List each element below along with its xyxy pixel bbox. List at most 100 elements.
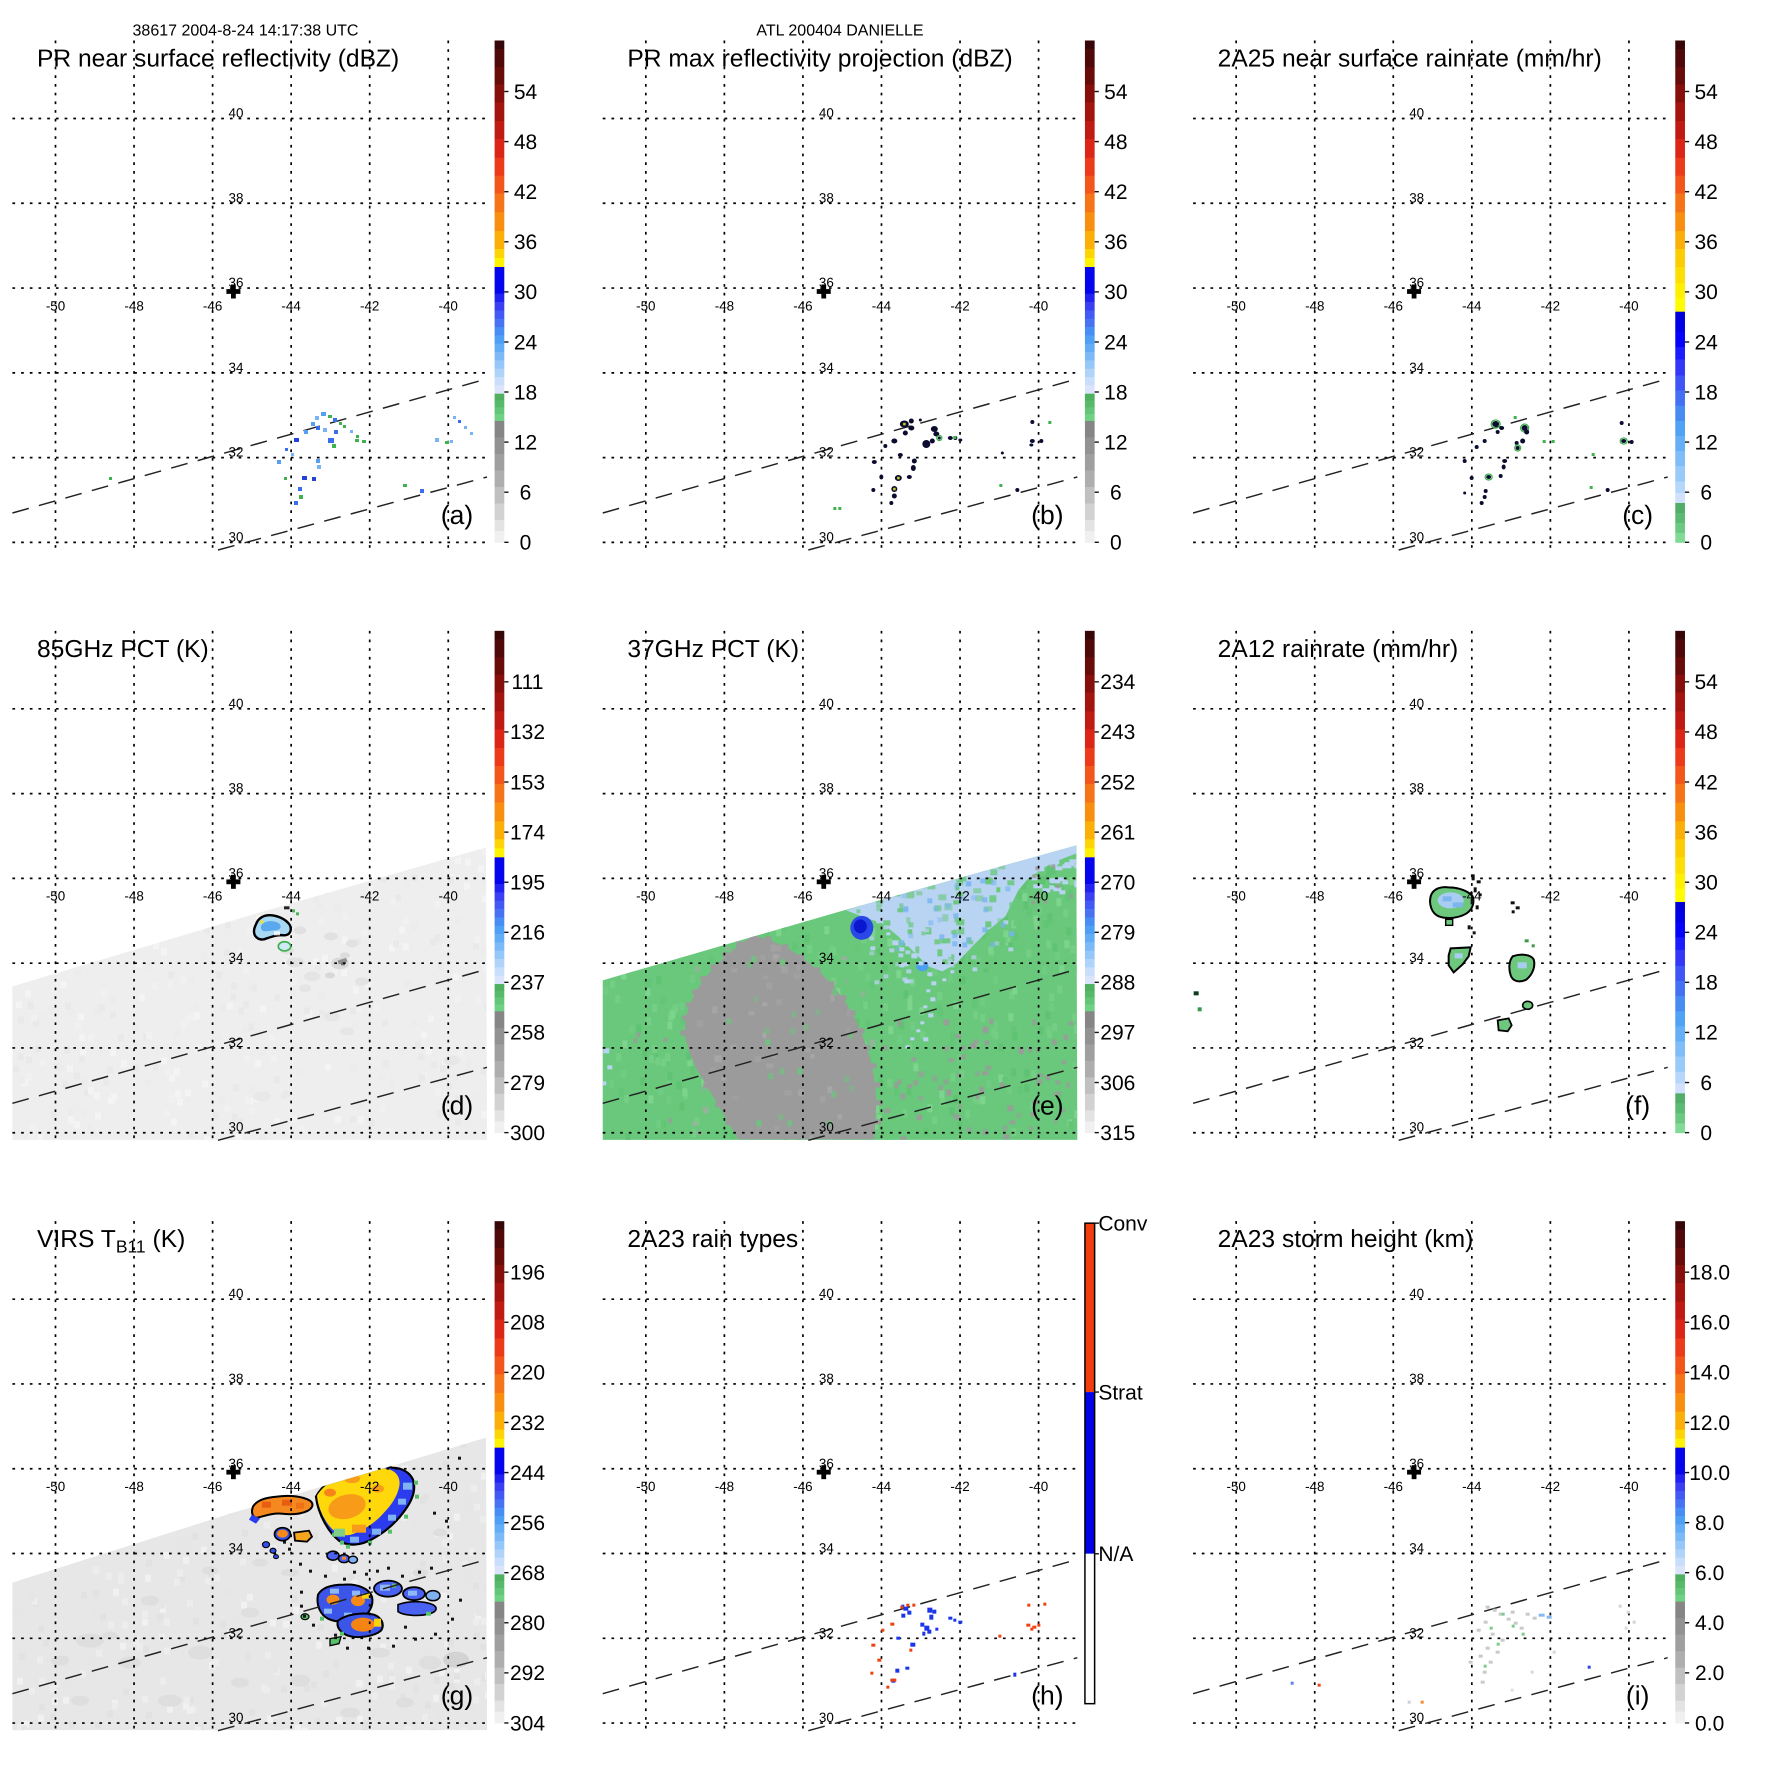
svg-text:195: 195 [510, 872, 545, 895]
svg-text:30: 30 [514, 281, 537, 304]
svg-text:300: 300 [510, 1122, 545, 1145]
svg-text:PR near surface reflectivity (: PR near surface reflectivity (dBZ) [37, 46, 399, 73]
svg-text:(a): (a) [441, 500, 473, 530]
svg-text:18: 18 [514, 381, 537, 404]
svg-text:54: 54 [1694, 81, 1718, 104]
svg-text:54: 54 [514, 81, 538, 104]
svg-text:(d): (d) [441, 1090, 473, 1120]
svg-text:6: 6 [520, 482, 532, 505]
svg-text:24: 24 [1104, 331, 1128, 354]
svg-text:304: 304 [510, 1712, 545, 1735]
svg-text:14.0: 14.0 [1689, 1362, 1730, 1385]
svg-text:12: 12 [1694, 431, 1717, 454]
svg-text:2A23 storm height (km): 2A23 storm height (km) [1218, 1226, 1474, 1253]
svg-text:(f): (f) [1625, 1090, 1650, 1120]
svg-text:268: 268 [510, 1562, 545, 1585]
svg-text:36: 36 [1694, 231, 1717, 254]
svg-text:0: 0 [1700, 1122, 1712, 1145]
svg-text:256: 256 [510, 1512, 545, 1535]
svg-text:Strat: Strat [1098, 1381, 1143, 1404]
svg-text:18: 18 [1694, 972, 1717, 995]
svg-text:12.0: 12.0 [1689, 1412, 1730, 1435]
svg-text:42: 42 [1694, 771, 1717, 794]
svg-text:208: 208 [510, 1312, 545, 1335]
svg-text:42: 42 [514, 181, 537, 204]
svg-text:244: 244 [510, 1462, 545, 1485]
svg-text:280: 280 [510, 1612, 545, 1635]
svg-text:N/A: N/A [1098, 1543, 1133, 1566]
svg-text:ATL 200404 DANIELLE: ATL 200404 DANIELLE [756, 23, 923, 40]
svg-text:6.0: 6.0 [1695, 1562, 1724, 1585]
svg-text:297: 297 [1100, 1022, 1135, 1045]
svg-text:0.0: 0.0 [1695, 1712, 1724, 1735]
svg-text:36: 36 [1694, 821, 1717, 844]
svg-text:(i): (i) [1626, 1681, 1650, 1711]
svg-text:292: 292 [510, 1662, 545, 1685]
svg-text:36: 36 [514, 231, 537, 254]
svg-text:270: 270 [1100, 872, 1135, 895]
svg-text:(g): (g) [441, 1681, 473, 1711]
svg-text:(e): (e) [1031, 1090, 1063, 1120]
svg-text:258: 258 [510, 1022, 545, 1045]
svg-text:6: 6 [1700, 1072, 1712, 1095]
svg-text:174: 174 [510, 821, 545, 844]
svg-text:279: 279 [510, 1072, 545, 1095]
svg-text:279: 279 [1100, 922, 1135, 945]
svg-text:0: 0 [1700, 532, 1712, 555]
svg-text:24: 24 [514, 331, 538, 354]
svg-text:243: 243 [1100, 721, 1135, 744]
svg-text:48: 48 [514, 131, 537, 154]
svg-text:18: 18 [1694, 381, 1717, 404]
svg-text:261: 261 [1100, 821, 1135, 844]
svg-text:85GHz PCT (K): 85GHz PCT (K) [37, 636, 209, 663]
svg-text:Conv: Conv [1098, 1212, 1148, 1235]
svg-text:12: 12 [1104, 431, 1127, 454]
svg-text:315: 315 [1100, 1122, 1135, 1145]
svg-text:306: 306 [1100, 1072, 1135, 1095]
svg-text:18.0: 18.0 [1689, 1261, 1730, 1284]
svg-text:18: 18 [1104, 381, 1127, 404]
svg-text:216: 216 [510, 922, 545, 945]
svg-text:10.0: 10.0 [1689, 1462, 1730, 1485]
svg-text:30: 30 [1104, 281, 1127, 304]
svg-text:2.0: 2.0 [1695, 1662, 1724, 1685]
svg-text:6: 6 [1700, 482, 1712, 505]
svg-text:220: 220 [510, 1362, 545, 1385]
svg-text:VIRS TB11 (K): VIRS TB11 (K) [37, 1226, 185, 1257]
svg-text:288: 288 [1100, 972, 1135, 995]
svg-text:24: 24 [1694, 922, 1718, 945]
svg-text:234: 234 [1100, 671, 1135, 694]
svg-text:132: 132 [510, 721, 545, 744]
svg-text:(h): (h) [1031, 1681, 1063, 1711]
svg-text:2A25 near surface rainrate (mm: 2A25 near surface rainrate (mm/hr) [1218, 46, 1602, 73]
svg-text:(b): (b) [1031, 500, 1063, 530]
svg-text:8.0: 8.0 [1695, 1512, 1724, 1535]
svg-text:36: 36 [1104, 231, 1127, 254]
svg-text:38617 2004-8-24 14:17:38 UTC: 38617 2004-8-24 14:17:38 UTC [133, 23, 359, 40]
svg-text:42: 42 [1104, 181, 1127, 204]
svg-text:48: 48 [1104, 131, 1127, 154]
svg-text:153: 153 [510, 771, 545, 794]
svg-text:237: 237 [510, 972, 545, 995]
svg-text:196: 196 [510, 1261, 545, 1284]
svg-text:252: 252 [1100, 771, 1135, 794]
svg-text:232: 232 [510, 1412, 545, 1435]
svg-text:24: 24 [1694, 331, 1718, 354]
svg-text:4.0: 4.0 [1695, 1612, 1724, 1635]
svg-text:54: 54 [1104, 81, 1128, 104]
svg-text:111: 111 [512, 671, 544, 694]
svg-text:48: 48 [1694, 721, 1717, 744]
svg-text:12: 12 [514, 431, 537, 454]
svg-text:(c): (c) [1622, 500, 1653, 530]
svg-text:2A12 rainrate (mm/hr): 2A12 rainrate (mm/hr) [1218, 636, 1459, 663]
svg-text:48: 48 [1694, 131, 1717, 154]
svg-text:6: 6 [1110, 482, 1122, 505]
svg-text:16.0: 16.0 [1689, 1312, 1730, 1335]
svg-text:PR max reflectivity projection: PR max reflectivity projection (dBZ) [627, 46, 1012, 73]
svg-text:2A23 rain types: 2A23 rain types [627, 1226, 798, 1253]
svg-text:54: 54 [1694, 671, 1718, 694]
svg-text:12: 12 [1694, 1022, 1717, 1045]
svg-text:0: 0 [1110, 532, 1122, 555]
svg-text:30: 30 [1694, 281, 1717, 304]
svg-text:0: 0 [520, 532, 532, 555]
